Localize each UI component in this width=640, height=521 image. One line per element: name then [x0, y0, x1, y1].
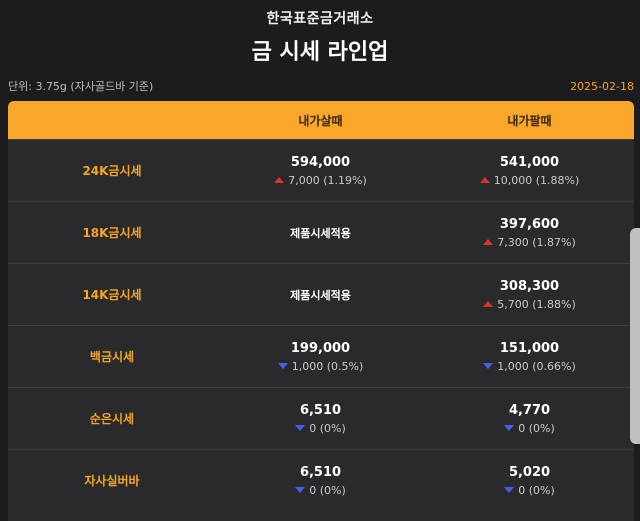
arrow-up-icon [479, 177, 490, 183]
sell-cell: 308,300 5,700 (1.88%) [425, 279, 634, 311]
header-sell: 내가팔때 [507, 113, 552, 128]
metal-label: 백금시세 [89, 350, 135, 364]
sell-change: 10,000 (1.88%) [479, 173, 580, 187]
buy-note: 제품시세적용 [290, 226, 351, 240]
arrow-down-icon [295, 487, 306, 493]
metal-label: 24K금시세 [82, 164, 142, 178]
arrow-down-icon [504, 425, 515, 431]
header-buy: 내가살때 [298, 113, 343, 128]
table-row: 자사실버바 6,510 0 (0%) 5,020 0 (0%) [8, 449, 634, 511]
arrow-down-icon [295, 425, 306, 431]
buy-cell: 6,510 0 (0%) [216, 403, 425, 435]
arrow-down-icon [277, 363, 288, 369]
sell-change-text: 7,300 (1.87%) [497, 235, 576, 249]
sell-cell: 151,000 1,000 (0.66%) [425, 341, 634, 373]
unit-label: 단위: 3.75g (자사골드바 기준) [8, 80, 154, 93]
table-row: 18K금시세 제품시세적용 397,600 7,300 (1.87%) [8, 201, 634, 263]
sell-change-text: 5,700 (1.88%) [497, 297, 576, 311]
sell-change: 1,000 (0.66%) [483, 360, 576, 373]
table-row: 24K금시세 594,000 7,000 (1.19%) 541,000 10,… [8, 139, 634, 201]
sell-price: 397,600 [499, 216, 560, 232]
sell-change: 5,700 (1.88%) [483, 298, 576, 311]
buy-change-text: 0 (0%) [309, 483, 346, 497]
sell-price: 5,020 [508, 464, 551, 480]
metal-label: 14K금시세 [82, 288, 142, 302]
metal-label: 18K금시세 [82, 226, 142, 240]
buy-change: 0 (0%) [295, 484, 346, 497]
metal-label: 순은시세 [89, 412, 135, 426]
sell-cell: 5,020 0 (0%) [425, 465, 634, 497]
table-header: 내가살때 내가팔때 [8, 101, 634, 139]
sell-change: 0 (0%) [504, 484, 555, 497]
meta-row: 단위: 3.75g (자사골드바 기준) 2025-02-18 [0, 80, 640, 94]
buy-price: 594,000 [290, 154, 351, 170]
buy-change-text: 7,000 (1.19%) [288, 173, 367, 187]
table-row: 순은시세 6,510 0 (0%) 4,770 0 (0%) [8, 387, 634, 449]
sell-change-text: 0 (0%) [518, 483, 555, 497]
arrow-up-icon [483, 239, 494, 245]
buy-change: 7,000 (1.19%) [274, 174, 367, 187]
buy-cell: 199,000 1,000 (0.5%) [216, 341, 425, 373]
sell-price: 308,300 [499, 278, 560, 294]
buy-change: 0 (0%) [295, 422, 346, 435]
sell-cell: 541,000 10,000 (1.88%) [425, 155, 634, 187]
buy-price: 6,510 [299, 402, 342, 418]
date-label: 2025-02-18 [570, 80, 634, 93]
sell-cell: 397,600 7,300 (1.87%) [425, 217, 634, 249]
buy-note: 제품시세적용 [290, 288, 351, 302]
buy-price: 6,510 [299, 464, 342, 480]
table-row: 14K금시세 제품시세적용 308,300 5,700 (1.88%) [8, 263, 634, 325]
scrollbar-thumb[interactable] [630, 228, 640, 444]
buy-change-text: 1,000 (0.5%) [291, 359, 364, 373]
sell-change-text: 1,000 (0.66%) [497, 359, 576, 373]
sell-cell: 4,770 0 (0%) [425, 403, 634, 435]
arrow-down-icon [483, 363, 494, 369]
buy-cell: 제품시세적용 [216, 287, 425, 303]
sell-price: 541,000 [499, 154, 560, 170]
sell-change: 7,300 (1.87%) [483, 236, 576, 249]
sell-change-text: 0 (0%) [518, 421, 555, 435]
brand-name: 한국표준금거래소 [266, 11, 374, 27]
metal-label: 자사실버바 [84, 474, 140, 488]
buy-cell: 594,000 7,000 (1.19%) [216, 155, 425, 187]
sell-price: 151,000 [499, 340, 560, 356]
sell-change: 0 (0%) [504, 422, 555, 435]
buy-change: 1,000 (0.5%) [277, 359, 364, 373]
buy-price: 199,000 [290, 340, 351, 356]
arrow-down-icon [504, 487, 515, 493]
page-header: 한국표준금거래소 금 시세 라인업 [0, 0, 640, 66]
buy-change-text: 0 (0%) [309, 421, 346, 435]
buy-cell: 6,510 0 (0%) [216, 465, 425, 497]
buy-cell: 제품시세적용 [216, 225, 425, 241]
sell-change-text: 10,000 (1.88%) [493, 173, 580, 187]
table-row: 백금시세 199,000 1,000 (0.5%) 151,000 1,000 … [8, 325, 634, 387]
price-table: 내가살때 내가팔때 24K금시세 594,000 7,000 (1.19%) 5… [8, 101, 634, 521]
arrow-up-icon [483, 301, 494, 307]
arrow-up-icon [274, 177, 285, 183]
sell-price: 4,770 [508, 402, 551, 418]
page-title: 금 시세 라인업 [251, 40, 389, 65]
